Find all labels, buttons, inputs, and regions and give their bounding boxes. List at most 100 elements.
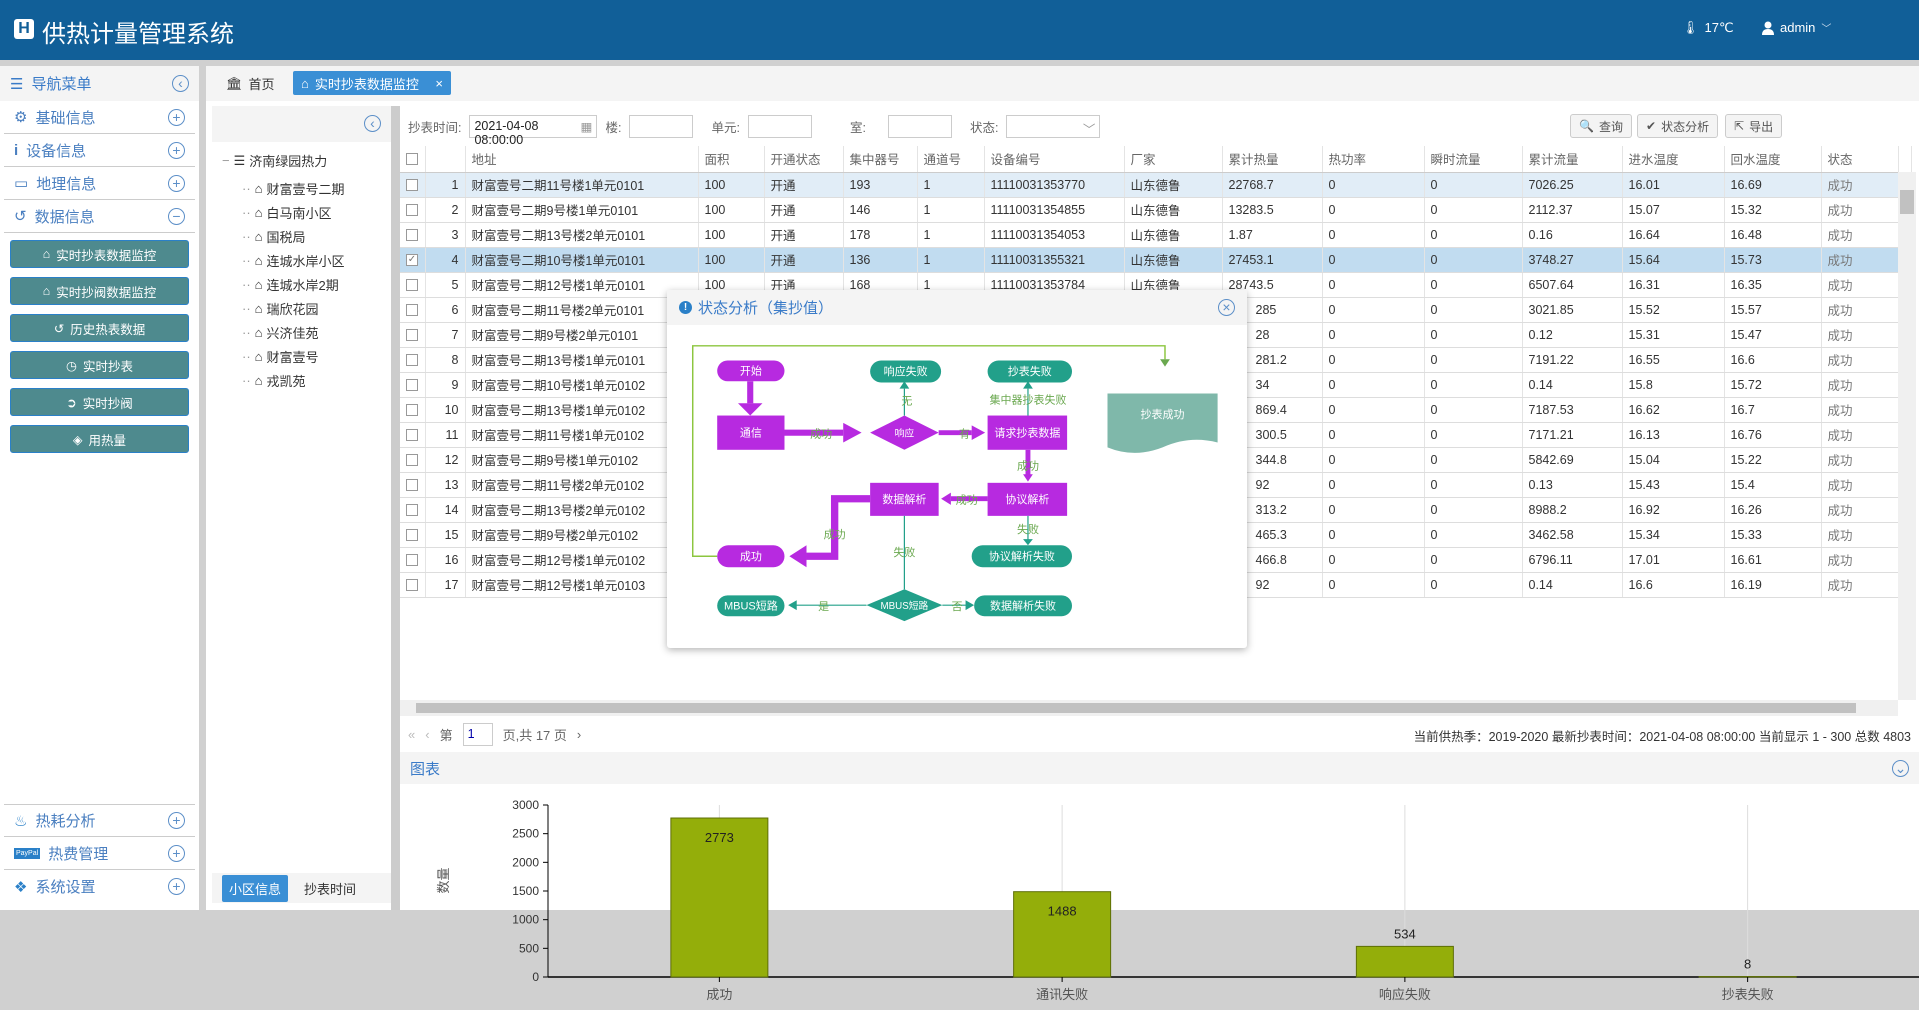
submenu-realtime-valve[interactable]: ➲实时抄阀 — [10, 388, 189, 416]
first-page-icon[interactable]: « — [408, 727, 415, 742]
submenu-realtime-valve-monitor[interactable]: ⌂实时抄阀数据监控 — [10, 277, 189, 305]
sidebar-item-geo-info[interactable]: ▭地理信息+ — [4, 167, 195, 200]
table-cell: 0 — [1424, 522, 1522, 547]
row-checkbox[interactable] — [400, 522, 425, 547]
close-dialog-icon[interactable]: × — [1218, 299, 1235, 316]
expand-icon[interactable]: + — [168, 878, 185, 895]
tab-realtime-meter-monitor[interactable]: ⌂实时抄表数据监控× — [293, 71, 451, 95]
collapse-sidebar-icon[interactable]: ‹ — [172, 75, 189, 92]
prev-page-icon[interactable]: ‹ — [425, 727, 429, 742]
column-header[interactable]: 回水温度 — [1724, 146, 1821, 172]
column-header[interactable]: 热功率 — [1322, 146, 1424, 172]
tree-node[interactable]: ··⌂瑞欣花园 — [242, 299, 319, 318]
collapse-chart-icon[interactable]: ⌄ — [1892, 760, 1909, 777]
sidebar-item-basic-info[interactable]: ⚙基础信息+ — [4, 101, 195, 134]
user-menu[interactable]: admin ﹀ — [1762, 20, 1831, 35]
calendar-icon[interactable]: ▦ — [581, 119, 593, 134]
tree-node[interactable]: ··⌂连城水岸2期 — [242, 275, 339, 294]
row-checkbox[interactable] — [400, 197, 425, 222]
row-checkbox[interactable] — [400, 347, 425, 372]
sidebar-item-system-settings[interactable]: ❖系统设置+ — [4, 870, 195, 903]
submenu-history-meter-data[interactable]: ↺历史热表数据 — [10, 314, 189, 342]
sidebar-item-label: 热耗分析 — [35, 810, 160, 831]
submenu-realtime-meter-monitor[interactable]: ⌂实时抄表数据监控 — [10, 240, 189, 268]
row-checkbox[interactable] — [400, 297, 425, 322]
column-header[interactable]: 累计热量 — [1222, 146, 1322, 172]
row-checkbox[interactable] — [400, 447, 425, 472]
query-button[interactable]: 🔍查询 — [1570, 114, 1632, 138]
row-checkbox[interactable] — [400, 172, 425, 197]
expand-icon[interactable]: + — [168, 109, 185, 126]
column-header[interactable]: 开通状态 — [764, 146, 843, 172]
submenu-realtime-meter[interactable]: ◷实时抄表 — [10, 351, 189, 379]
page-input[interactable]: 1 — [463, 723, 493, 746]
expand-icon[interactable]: + — [168, 175, 185, 192]
submenu-heat-usage[interactable]: ◈用热量 — [10, 425, 189, 453]
row-checkbox[interactable] — [400, 547, 425, 572]
unit-input[interactable] — [748, 115, 812, 138]
home-icon: ⌂ — [255, 205, 263, 220]
sidebar-item-data-info[interactable]: ↺数据信息− — [4, 200, 195, 233]
tree-node[interactable]: ··⌂国税局 — [242, 227, 306, 246]
row-checkbox[interactable] — [400, 422, 425, 447]
tab-meter-time[interactable]: 抄表时间 — [304, 879, 356, 898]
expand-icon[interactable]: + — [168, 845, 185, 862]
sidebar-item-heat-analysis[interactable]: ♨热耗分析+ — [4, 804, 195, 837]
column-header[interactable]: 状态 — [1821, 146, 1898, 172]
tree-node[interactable]: ··⌂戎凯苑 — [242, 371, 306, 390]
export-button[interactable]: ⇱导出 — [1725, 114, 1782, 138]
row-checkbox[interactable] — [400, 472, 425, 497]
table-cell: 15.57 — [1724, 297, 1821, 322]
row-checkbox[interactable] — [400, 497, 425, 522]
column-header[interactable]: 面积 — [698, 146, 764, 172]
tree-node[interactable]: ··⌂财富壹号二期 — [242, 179, 345, 198]
column-header[interactable]: 设备编号 — [984, 146, 1124, 172]
expand-icon[interactable]: + — [168, 812, 185, 829]
table-cell: 7026.25 — [1522, 172, 1622, 197]
tree-node[interactable]: ··⌂财富壹号 — [242, 347, 319, 366]
row-checkbox[interactable] — [400, 572, 425, 597]
row-checkbox[interactable] — [400, 222, 425, 247]
column-header[interactable]: 集中器号 — [843, 146, 917, 172]
collapse-tree-icon[interactable]: ‹ — [364, 115, 381, 132]
row-checkbox[interactable] — [400, 372, 425, 397]
tree-node[interactable]: ··⌂连城水岸小区 — [242, 251, 345, 270]
column-header[interactable]: 进水温度 — [1622, 146, 1724, 172]
row-checkbox[interactable] — [400, 272, 425, 297]
tree-root[interactable]: −☰济南绿园热力 — [222, 151, 327, 170]
tab-home[interactable]: 🏛首页 — [226, 74, 275, 93]
column-header[interactable]: 瞬时流量 — [1424, 146, 1522, 172]
select-all-checkbox[interactable] — [400, 146, 425, 172]
horizontal-scrollbar[interactable] — [400, 700, 1898, 716]
column-header[interactable]: 通道号 — [917, 146, 984, 172]
row-checkbox[interactable] — [400, 397, 425, 422]
vertical-scrollbar[interactable] — [1898, 172, 1916, 700]
tree-node[interactable]: ··⌂白马南小区 — [242, 203, 332, 222]
time-input[interactable]: 2021-04-08 08:00:00▦ — [469, 115, 597, 138]
table-cell: 16.6 — [1622, 572, 1724, 597]
next-page-icon[interactable]: › — [577, 727, 581, 742]
tree-node[interactable]: ··⌂兴济佳苑 — [242, 323, 319, 342]
status-select[interactable]: ﹀ — [1006, 115, 1100, 138]
table-cell: 100 — [698, 222, 764, 247]
collapse-icon[interactable]: − — [168, 208, 185, 225]
close-tab-icon[interactable]: × — [435, 76, 443, 91]
panel-splitter[interactable] — [391, 106, 400, 910]
row-checkbox[interactable] — [400, 322, 425, 347]
arrow-head-icon — [972, 425, 985, 440]
expand-icon[interactable]: + — [168, 142, 185, 159]
column-header[interactable]: 厂家 — [1124, 146, 1222, 172]
tab-community-info[interactable]: 小区信息 — [222, 875, 288, 902]
row-checkbox[interactable]: ✓ — [400, 247, 425, 272]
status-analysis-button[interactable]: ✔状态分析 — [1637, 114, 1718, 138]
column-header[interactable]: 地址 — [465, 146, 698, 172]
building-input[interactable] — [629, 115, 693, 138]
room-input[interactable] — [888, 115, 952, 138]
column-header[interactable]: 累计流量 — [1522, 146, 1622, 172]
